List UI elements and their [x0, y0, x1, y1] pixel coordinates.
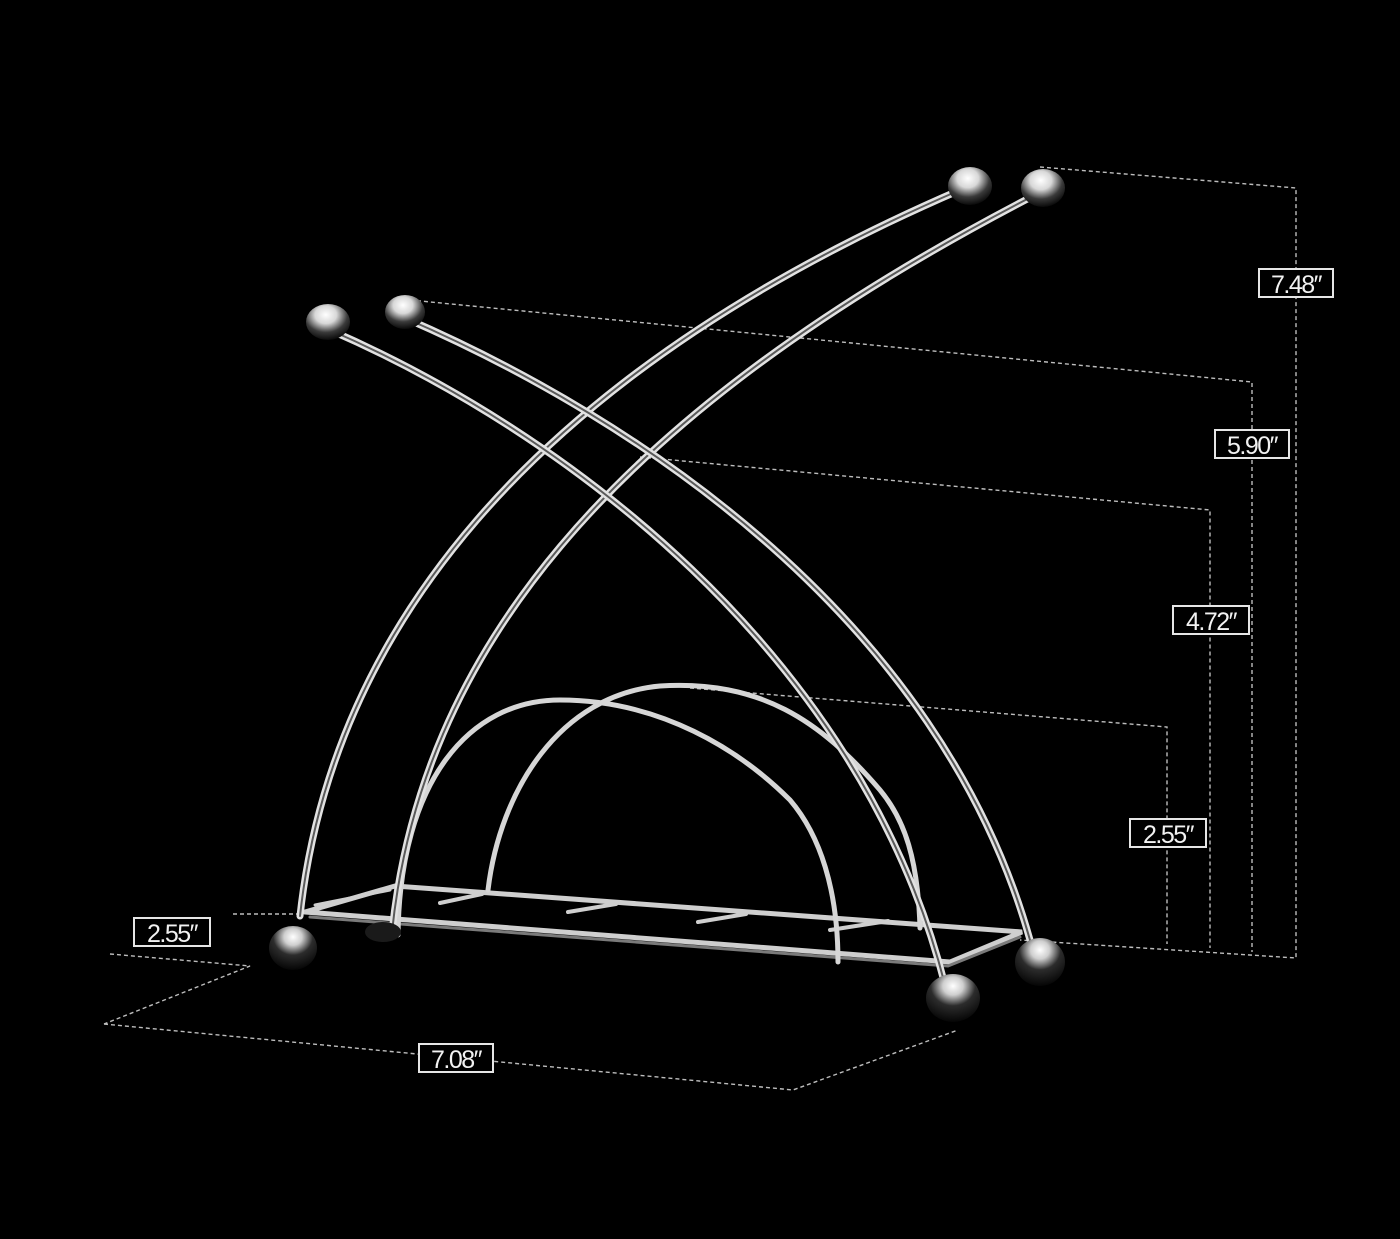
dimension-line-width — [103, 1023, 959, 1091]
dimension-line-arm-height — [409, 299, 1253, 952]
overall-height-label: 7.48″ — [1258, 268, 1334, 299]
arm-height-label: 5.90″ — [1214, 429, 1290, 460]
finial-ball-back-right — [1021, 169, 1065, 207]
depth-label: 2.55″ — [133, 917, 211, 948]
width-label: 7.08″ — [418, 1043, 494, 1074]
finial-ball-front-left — [306, 304, 350, 340]
dimension-lines — [103, 166, 1297, 1091]
finial-ball-back-left — [385, 295, 425, 329]
base-frame — [302, 883, 1023, 968]
falling-arms — [326, 314, 1034, 989]
dimension-line-crossing-height — [639, 456, 1211, 948]
foot-ball-back-left — [365, 922, 401, 942]
foot-ball-back-right — [1015, 938, 1065, 986]
foot-ball-front-left — [269, 926, 317, 970]
rising-arms — [296, 186, 1039, 936]
ball-finials — [306, 167, 1065, 340]
crossing-height-label: 4.72″ — [1172, 605, 1250, 636]
inner-arches — [395, 682, 923, 965]
finial-ball-front-right — [948, 167, 992, 205]
dimension-line-arch-height — [689, 687, 1168, 944]
arch-height-label: 2.55″ — [1129, 818, 1207, 849]
foot-ball-front-right — [926, 974, 980, 1022]
feet — [269, 922, 1065, 1022]
dimension-line-depth-lower — [103, 953, 251, 1025]
dimension-line-overall-height — [1019, 166, 1297, 959]
